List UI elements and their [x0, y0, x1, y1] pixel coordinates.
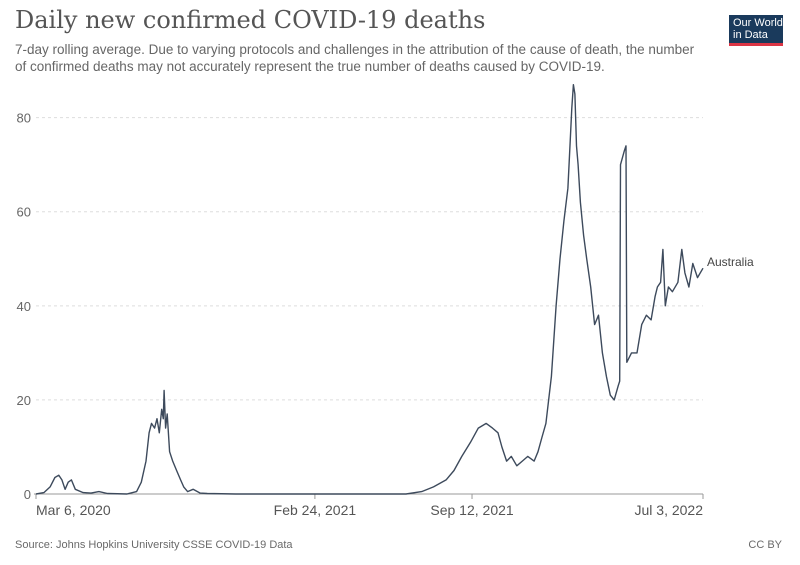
y-tick-label: 20 [17, 393, 31, 408]
y-tick-label: 40 [17, 299, 31, 314]
chart-subtitle: 7-day rolling average. Due to varying pr… [15, 42, 695, 74]
source-note[interactable]: Source: Johns Hopkins University CSSE CO… [15, 539, 293, 551]
x-tick-label: Feb 24, 2021 [274, 502, 357, 518]
logo-line-2: in Data [733, 29, 768, 41]
owid-logo[interactable]: Our World in Data [729, 15, 783, 46]
x-tick-label: Sep 12, 2021 [430, 502, 514, 518]
x-axis: Mar 6, 2020 Feb 24, 2021 Sep 12, 2021 Jul 3… [34, 493, 704, 518]
x-tick-label: Jul 3, 2022 [635, 502, 704, 518]
series-label[interactable]: Australia [707, 255, 754, 269]
y-tick-label: 0 [24, 487, 31, 502]
chart-title: Daily new confirmed COVID-19 deaths [15, 6, 486, 34]
y-tick-label: 60 [17, 205, 31, 220]
series-line-australia[interactable] [35, 84, 704, 495]
y-axis-ticks: 0 20 40 60 80 [17, 111, 31, 502]
x-tick-label: Mar 6, 2020 [36, 502, 111, 518]
logo-line-1: Our World [733, 17, 783, 29]
y-tick-label: 80 [17, 111, 31, 126]
license-link[interactable]: CC BY [748, 539, 782, 551]
series-layer: Australia [35, 84, 754, 495]
